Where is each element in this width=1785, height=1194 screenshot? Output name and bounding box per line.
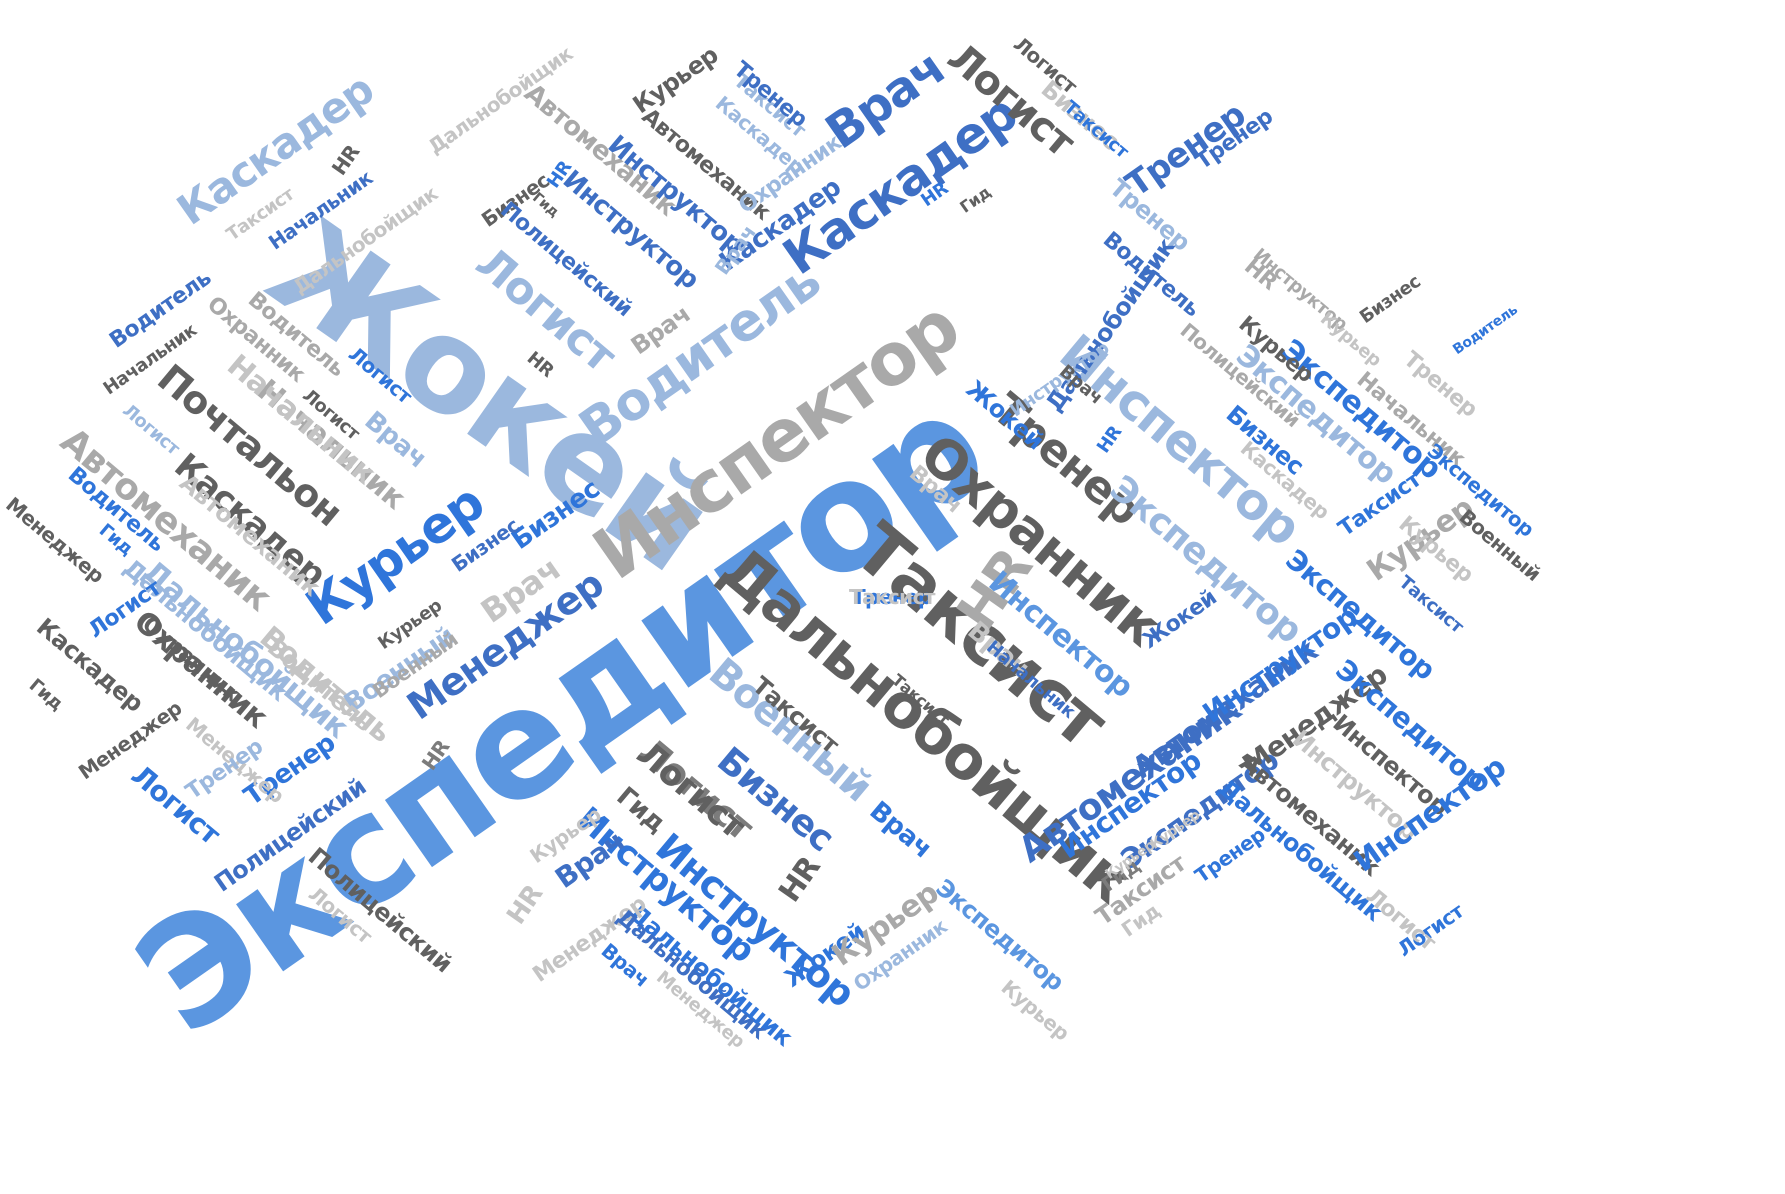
word-тренер: Тренер bbox=[1191, 824, 1268, 886]
word-врач: Врач bbox=[864, 797, 935, 862]
word-hr: HR bbox=[503, 881, 547, 929]
word-логист: Логист bbox=[119, 402, 182, 459]
word-гид: Гид bbox=[957, 184, 993, 216]
word-водитель: Водитель bbox=[1450, 303, 1519, 357]
word-курьер: Курьер bbox=[998, 976, 1073, 1043]
word-экспедитор: Экспедитор bbox=[932, 875, 1068, 995]
word-бизнес: Бизнес bbox=[1357, 273, 1424, 327]
word-hr: HR bbox=[775, 852, 826, 907]
word-таксист: Таксист bbox=[849, 587, 935, 607]
word-гид: Гид bbox=[25, 676, 65, 714]
word-менеджер: Менеджер bbox=[3, 494, 108, 586]
word-гид: Гид bbox=[529, 190, 560, 219]
word-курьер: Курьер bbox=[628, 42, 721, 117]
